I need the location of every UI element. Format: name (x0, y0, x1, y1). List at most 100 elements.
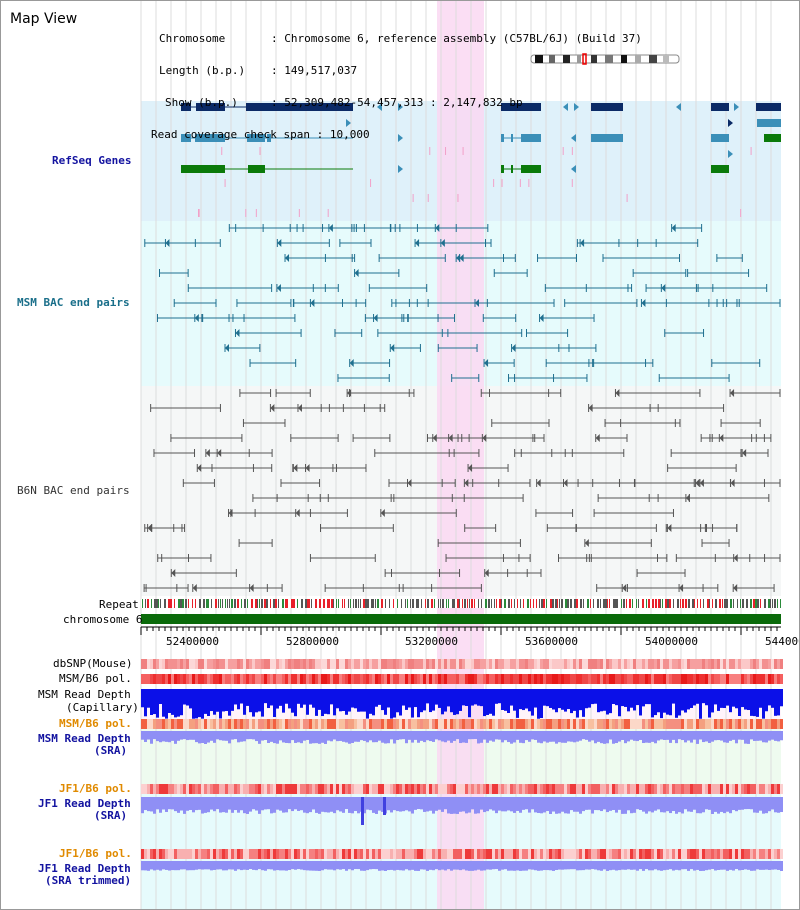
heat-cell (510, 719, 513, 729)
heat-cell (753, 719, 756, 729)
heat-cell (210, 674, 213, 684)
heat-cell (204, 719, 207, 729)
heat-cell (183, 674, 186, 684)
heat-cell (441, 659, 444, 669)
depth-bar (375, 689, 378, 707)
depth-bar (567, 861, 570, 870)
depth-bar (576, 731, 579, 742)
heat-cell (354, 784, 357, 794)
heat-cell (351, 659, 354, 669)
depth-bar (645, 861, 648, 870)
depth-bar (666, 689, 669, 715)
heat-cell (387, 784, 390, 794)
heat-cell (393, 674, 396, 684)
track-label-msm-bac[interactable]: MSM BAC end pairs (17, 296, 130, 309)
heat-cell (225, 719, 228, 729)
heat-cell (759, 784, 762, 794)
depth-bar (636, 797, 639, 810)
heat-cell (495, 674, 498, 684)
depth-bar (648, 689, 651, 705)
depth-bar (186, 861, 189, 871)
gene-exon (501, 165, 504, 173)
heat-cell (729, 674, 732, 684)
heat-cell (624, 849, 627, 859)
depth-bar (600, 797, 603, 812)
depth-bar (525, 861, 528, 871)
heat-cell (678, 674, 681, 684)
heat-cell (531, 659, 534, 669)
depth-bar (450, 731, 453, 743)
heat-cell (759, 674, 762, 684)
heat-cell (534, 849, 537, 859)
repeat-mark (454, 599, 455, 608)
depth-bar (678, 731, 681, 740)
heat-cell (177, 659, 180, 669)
depth-bar (429, 689, 432, 713)
heat-cell (363, 659, 366, 669)
heat-cell (423, 719, 426, 729)
heat-cell (513, 849, 516, 859)
heat-cell (510, 849, 513, 859)
heat-cell (729, 849, 732, 859)
track-label-sra-trimmed: (SRA trimmed) (45, 874, 132, 887)
track-label-refseq[interactable]: RefSeq Genes (52, 154, 132, 167)
heat-cell (429, 674, 432, 684)
depth-bar (507, 797, 510, 811)
repeat-mark (203, 599, 205, 608)
depth-bar (543, 861, 546, 871)
heat-cell (321, 719, 324, 729)
heat-cell (567, 719, 570, 729)
depth-bar (756, 861, 759, 870)
heat-cell (216, 674, 219, 684)
depth-bar (189, 861, 192, 871)
heat-cell (528, 719, 531, 729)
heat-cell (603, 659, 606, 669)
heat-cell (531, 849, 534, 859)
repeat-mark (229, 599, 230, 608)
heat-cell (327, 719, 330, 729)
heat-cell (753, 674, 756, 684)
depth-bar (732, 731, 735, 740)
repeat-mark (344, 599, 345, 608)
heat-cell (273, 659, 276, 669)
depth-bar (195, 861, 198, 870)
heat-cell (486, 674, 489, 684)
heat-cell (531, 719, 534, 729)
repeat-mark (677, 599, 679, 608)
depth-bar (576, 689, 579, 718)
heat-cell (150, 659, 153, 669)
repeat-mark (218, 599, 219, 608)
heat-cell (558, 674, 561, 684)
heat-cell (747, 784, 750, 794)
depth-bar (543, 731, 546, 742)
depth-bar (168, 797, 171, 810)
heat-cell (543, 849, 546, 859)
depth-bar (606, 797, 609, 813)
depth-bar (378, 797, 381, 811)
heat-cell (492, 674, 495, 684)
depth-bar (402, 731, 405, 740)
heat-cell (678, 659, 681, 669)
heat-cell (681, 674, 684, 684)
repeat-mark (561, 599, 563, 608)
heat-cell (504, 784, 507, 794)
heat-cell (438, 849, 441, 859)
heat-cell (753, 659, 756, 669)
depth-bar (681, 861, 684, 870)
heat-cell (348, 674, 351, 684)
repeat-mark (353, 599, 354, 608)
heat-cell (483, 784, 486, 794)
depth-bar (621, 861, 624, 870)
heat-cell (222, 784, 225, 794)
heat-cell (237, 674, 240, 684)
axis-tick-label: 54000000 (645, 635, 698, 648)
repeat-mark (712, 599, 713, 608)
heat-cell (141, 719, 144, 729)
depth-bar (657, 731, 660, 741)
repeat-mark (499, 599, 501, 608)
chromosome-ideogram[interactable] (530, 53, 680, 65)
depth-bar (192, 797, 195, 813)
track-label-b6n-bac[interactable]: B6N BAC end pairs (17, 484, 130, 497)
depth-bar (330, 689, 333, 705)
